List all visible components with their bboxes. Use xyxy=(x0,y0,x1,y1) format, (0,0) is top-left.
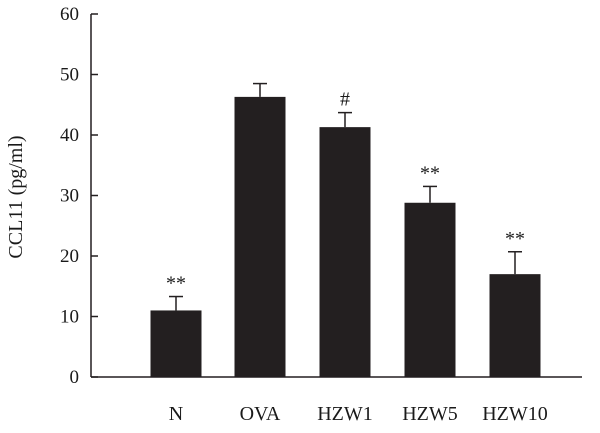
error-bar xyxy=(338,111,352,128)
y-axis-ticks: 0 10 20 30 40 50 60 xyxy=(60,4,98,388)
x-category-label: HZW1 xyxy=(317,403,373,425)
y-tick-label: 30 xyxy=(60,186,79,207)
bars-group xyxy=(150,96,541,377)
bar-hzw10 xyxy=(489,274,541,377)
y-tick-label: 40 xyxy=(60,125,79,146)
y-tick-label: 20 xyxy=(60,246,79,267)
significance-label: # xyxy=(340,89,350,111)
error-bar xyxy=(169,295,183,311)
error-bar xyxy=(253,82,267,97)
x-axis-labels: N OVA HZW1 HZW5 HZW10 xyxy=(169,403,548,425)
x-category-label: HZW10 xyxy=(482,403,548,425)
bar-n xyxy=(150,310,202,377)
error-bars-group xyxy=(169,82,522,311)
bar-hzw5 xyxy=(404,202,456,377)
y-tick-label: 10 xyxy=(60,307,79,328)
bar-ova xyxy=(234,96,286,377)
x-category-label: N xyxy=(169,403,183,425)
bar-hzw1 xyxy=(319,127,371,377)
error-bar xyxy=(508,251,522,275)
y-tick-label: 50 xyxy=(60,65,79,86)
significance-labels: ** # ** ** xyxy=(166,89,525,295)
significance-label: ** xyxy=(166,273,186,295)
x-category-label: HZW5 xyxy=(402,403,458,425)
y-tick-label: 0 xyxy=(70,367,80,388)
y-tick-label: 60 xyxy=(60,4,79,25)
significance-label: ** xyxy=(505,228,525,250)
x-category-label: OVA xyxy=(240,403,281,425)
y-axis-title: CCL11 (pg/ml) xyxy=(5,135,27,258)
error-bar xyxy=(423,185,437,203)
significance-label: ** xyxy=(420,162,440,184)
